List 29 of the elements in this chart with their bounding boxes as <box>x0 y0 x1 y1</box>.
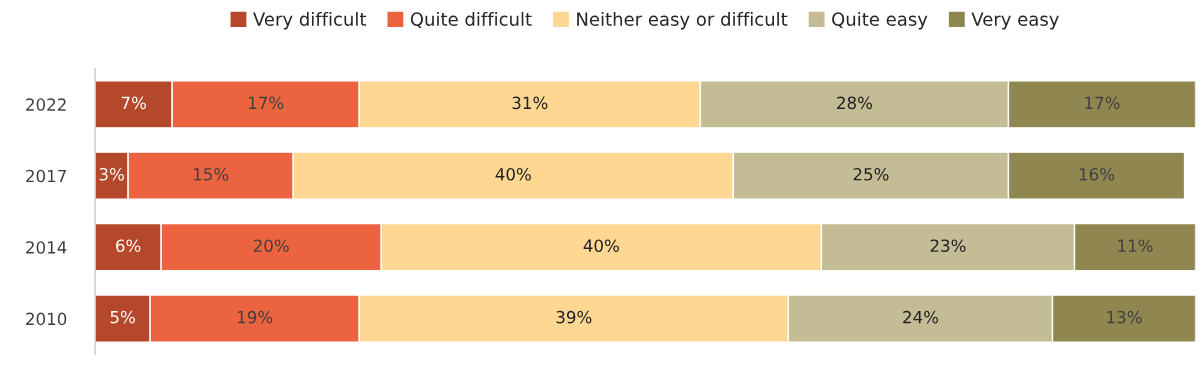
legend-label: Very difficult <box>253 12 367 30</box>
data-label: 3% <box>99 167 124 181</box>
y-tick-label: 2017 <box>26 169 66 183</box>
data-label: 40% <box>583 239 619 253</box>
data-label: 40% <box>495 167 531 181</box>
y-tick-label: 2014 <box>26 241 67 254</box>
data-label: 19% <box>237 310 273 324</box>
data-label: 17% <box>1085 96 1120 110</box>
legend-label: Neither easy or difficult <box>577 12 788 30</box>
data-label: 5% <box>110 310 135 324</box>
y-tick-label: 2010 <box>26 312 67 326</box>
y-tick-label: 2022 <box>26 98 66 111</box>
data-label: 23% <box>930 239 966 253</box>
data-label: 15% <box>193 167 229 181</box>
data-label: 17% <box>249 96 284 110</box>
legend-label: Quite easy <box>832 12 928 30</box>
data-label: 20% <box>253 239 289 253</box>
data-label: 7% <box>121 96 146 110</box>
data-label: 25% <box>853 167 889 181</box>
legend-label: Very easy <box>971 12 1059 30</box>
data-label: 39% <box>556 310 592 324</box>
data-label: 13% <box>1107 310 1142 324</box>
data-label: 24% <box>903 310 939 324</box>
data-label: 11% <box>1118 239 1153 253</box>
data-label: 6% <box>116 239 141 253</box>
legend-label: Quite difficult <box>410 12 532 29</box>
data-label: 28% <box>837 96 873 110</box>
data-label: 16% <box>1079 167 1115 181</box>
data-label: 31% <box>512 96 548 110</box>
